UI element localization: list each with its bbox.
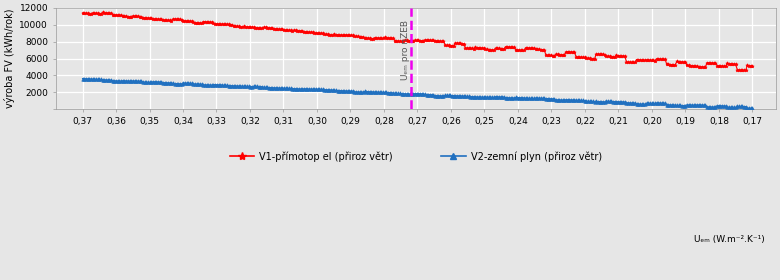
Y-axis label: výroba FV (kWh/rok): výroba FV (kWh/rok) [4, 9, 15, 108]
Text: Uₑₘ pro nZEB: Uₑₘ pro nZEB [401, 20, 410, 80]
Legend: V1-přímotop el (přiroz větr), V2-zemní plyn (přiroz větr): V1-přímotop el (přiroz větr), V2-zemní p… [226, 147, 605, 165]
Text: Uₑₘ (W.m⁻².K⁻¹): Uₑₘ (W.m⁻².K⁻¹) [693, 235, 764, 244]
